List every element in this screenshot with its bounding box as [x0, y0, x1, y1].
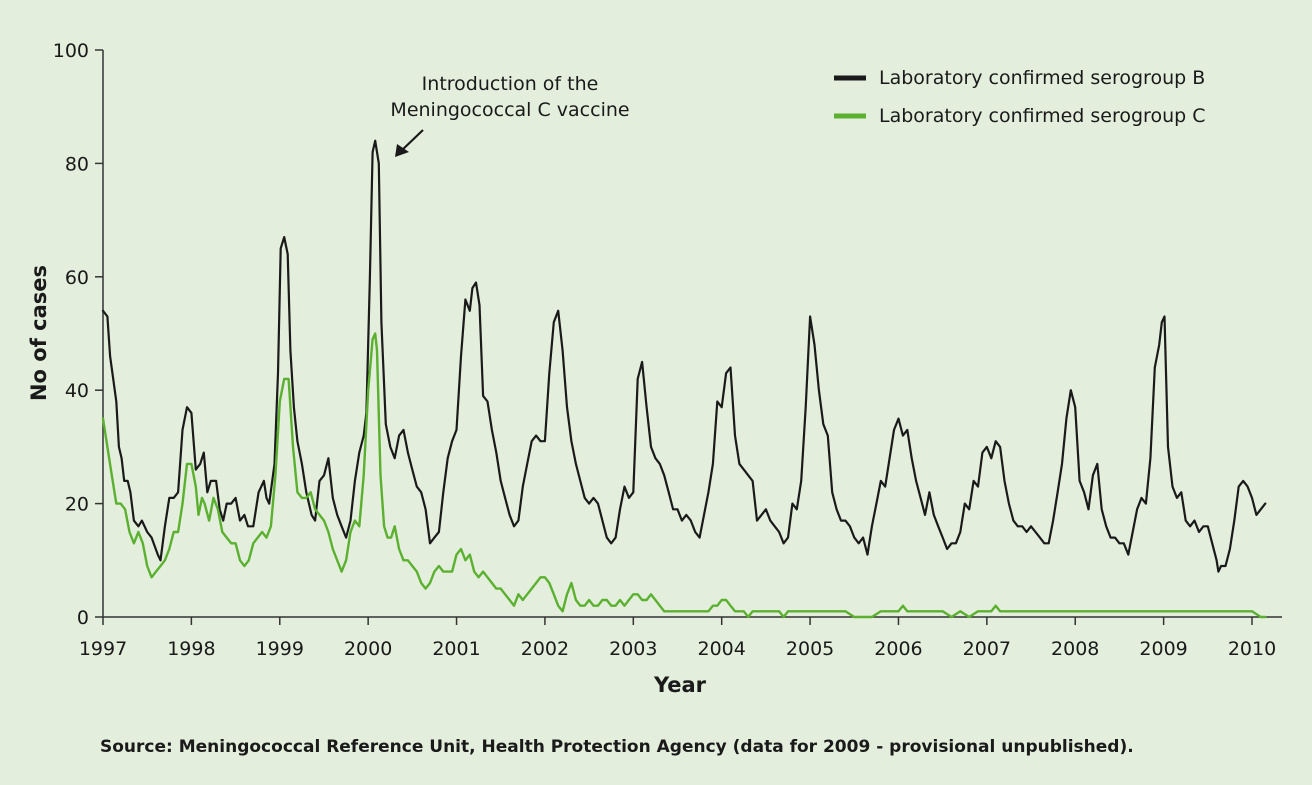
x-tick-label: 2000	[344, 638, 392, 660]
annotation-arrow-icon	[399, 129, 424, 153]
x-tick-label: 1999	[256, 638, 304, 660]
x-axis: 1997 1998 1999 2000 2001 2002 2003 2004 2005 2006…	[79, 616, 1282, 660]
x-tick-label: 2004	[698, 638, 746, 660]
x-tick-label: 2007	[963, 638, 1011, 660]
x-tick-label: 2006	[874, 638, 922, 660]
y-tick-label: 80	[65, 153, 89, 175]
annotation: Introduction of the Meningococcal C vacc…	[390, 73, 630, 157]
y-axis-title: No of cases	[27, 265, 51, 401]
series-line-serogroup-b	[101, 139, 1267, 573]
annotation-arrowhead-icon	[395, 144, 409, 157]
y-tick-label: 100	[53, 40, 89, 62]
y-tick-label: 40	[65, 380, 89, 402]
x-tick-label: 2002	[521, 638, 569, 660]
x-tick-label: 2009	[1139, 638, 1187, 660]
x-tick-label: 2010	[1228, 638, 1276, 660]
legend: Laboratory confirmed serogroup B Laborat…	[834, 67, 1206, 127]
series-line-serogroup-c	[101, 332, 1267, 619]
x-tick-label: 2008	[1051, 638, 1099, 660]
x-tick-label: 2001	[432, 638, 480, 660]
x-tick-label: 1998	[167, 638, 215, 660]
y-tick-label: 20	[65, 494, 89, 516]
source-note: Source: Meningococcal Reference Unit, He…	[100, 737, 1134, 757]
annotation-line-2: Meningococcal C vaccine	[390, 99, 629, 121]
y-tick-label: 0	[77, 607, 89, 629]
x-tick-label: 2003	[609, 638, 657, 660]
y-tick-label: 60	[65, 267, 89, 289]
legend-label-serogroup-b: Laboratory confirmed serogroup B	[879, 67, 1205, 89]
legend-label-serogroup-c: Laboratory confirmed serogroup C	[879, 105, 1206, 127]
x-axis-title: Year	[653, 673, 707, 697]
y-axis: 0 20 40 60 80 100	[53, 40, 104, 629]
annotation-line-1: Introduction of the	[422, 73, 599, 95]
series-layer	[101, 139, 1267, 619]
x-tick-label: 1997	[79, 638, 127, 660]
x-tick-label: 2005	[786, 638, 834, 660]
